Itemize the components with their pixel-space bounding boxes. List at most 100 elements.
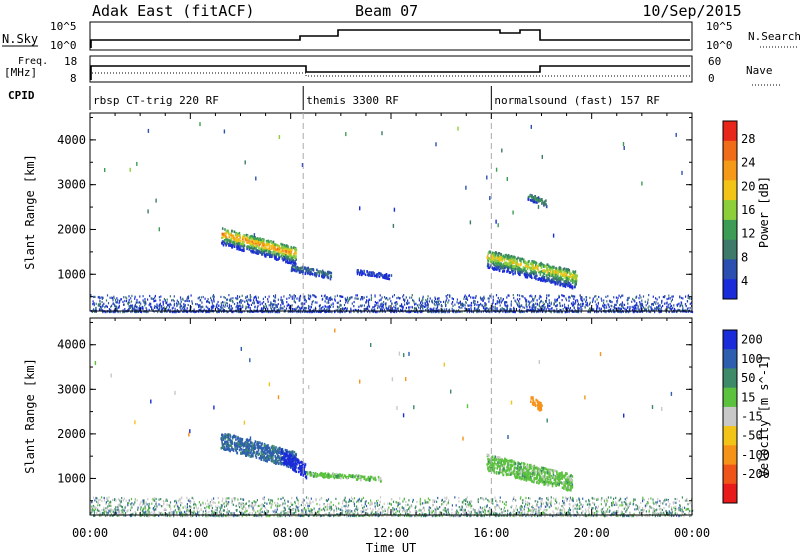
clutter-pixel: [673, 506, 675, 509]
echo-pixel: [286, 244, 288, 247]
echo-pixel: [378, 275, 381, 279]
clutter-pixel: [642, 306, 644, 309]
clutter-pixel: [589, 307, 591, 310]
clutter-pixel: [508, 294, 510, 297]
clutter-pixel: [600, 503, 602, 506]
clutter-pixel: [532, 504, 534, 507]
clutter-pixel: [173, 300, 175, 303]
clutter-pixel: [597, 305, 599, 308]
clutter-pixel: [406, 301, 408, 304]
echo-pixel: [492, 262, 495, 266]
clutter-pixel: [620, 296, 622, 299]
clutter-pixel: [217, 300, 219, 304]
clutter-pixel: [684, 303, 687, 306]
echo-pixel: [286, 260, 288, 263]
clutter-pixel: [372, 309, 374, 312]
power-colorbar-label: Power [dB]: [757, 176, 771, 248]
echo-pixel: [288, 259, 291, 263]
colorbar-swatch: [723, 239, 737, 260]
clutter-pixel: [146, 503, 148, 506]
clutter-pixel: [647, 301, 649, 304]
clutter-pixel: [377, 301, 379, 304]
clutter-pixel: [264, 295, 266, 299]
clutter-pixel: [426, 302, 428, 305]
clutter-pixel: [483, 297, 486, 300]
clutter-pixel: [347, 301, 349, 304]
echo-pixel: [540, 198, 543, 201]
clutter-pixel: [582, 497, 584, 500]
clutter-pixel: [644, 300, 646, 303]
clutter-pixel: [117, 306, 119, 309]
clutter-pixel: [177, 505, 179, 508]
clutter-pixel: [556, 512, 558, 515]
clutter-pixel: [122, 300, 124, 303]
echo-pixel: [315, 273, 318, 277]
clutter-pixel: [586, 304, 588, 307]
clutter-pixel: [484, 510, 486, 513]
clutter-pixel: [596, 311, 598, 314]
clutter-pixel: [422, 302, 424, 305]
echo-pixel: [491, 254, 494, 258]
echo-pixel: [527, 263, 530, 266]
power-pixels: [90, 122, 694, 314]
clutter-pixel: [524, 306, 526, 309]
colorbar-tick-label: 20: [741, 179, 755, 193]
echo-pixel: [534, 195, 537, 198]
colorbar-tick-label: 16: [741, 203, 755, 217]
clutter-pixel: [494, 303, 497, 306]
clutter-pixel: [622, 305, 624, 308]
clutter-pixel: [212, 304, 214, 307]
clutter-pixel: [481, 304, 483, 307]
clutter-pixel: [263, 510, 266, 513]
echo-pixel: [284, 258, 287, 261]
clutter-pixel: [289, 305, 291, 308]
clutter-pixel: [392, 308, 394, 312]
clutter-pixel: [150, 305, 152, 308]
clutter-pixel: [634, 304, 636, 307]
echo-pixel: [366, 270, 368, 273]
clutter-pixel: [663, 302, 666, 305]
echo-pixel: [247, 245, 249, 248]
clutter-pixel: [173, 302, 176, 305]
echo-pixel: [528, 274, 531, 277]
clutter-pixel: [366, 305, 368, 309]
clutter-pixel: [273, 303, 275, 306]
clutter-pixel: [539, 301, 541, 304]
clutter-pixel: [526, 305, 528, 308]
clutter-pixel: [436, 306, 439, 309]
clutter-pixel: [216, 311, 218, 314]
clutter-pixel: [428, 310, 430, 314]
clutter-pixel: [420, 305, 422, 308]
echo-pixel: [523, 268, 525, 271]
clutter-pixel: [161, 505, 163, 508]
clutter-pixel: [464, 294, 466, 297]
clutter-pixel: [348, 514, 350, 518]
echo-pixel: [487, 257, 490, 261]
clutter-pixel: [224, 305, 226, 308]
clutter-pixel: [598, 295, 600, 299]
clutter-pixel: [97, 296, 99, 299]
echo-pixel: [241, 236, 244, 239]
clutter-pixel: [639, 506, 641, 509]
clutter-pixel: [656, 306, 658, 309]
clutter-pixel: [144, 299, 146, 302]
clutter-pixel: [228, 306, 230, 310]
echo-pixel: [526, 267, 529, 271]
clutter-pixel: [670, 506, 673, 509]
clutter-pixel: [370, 294, 372, 297]
echo-pixel: [513, 261, 515, 264]
echo-pixel: [248, 245, 250, 249]
clutter-pixel: [254, 305, 256, 308]
clutter-pixel: [155, 299, 157, 302]
clutter-pixel: [174, 307, 176, 310]
clutter-pixel: [613, 305, 615, 309]
clutter-pixel: [236, 295, 239, 298]
echo-pixel: [230, 239, 233, 243]
clutter-pixel: [139, 301, 141, 304]
clutter-pixel: [423, 506, 425, 509]
echo-pixel: [548, 272, 550, 275]
clutter-pixel: [627, 506, 629, 509]
clutter-pixel: [103, 302, 105, 305]
clutter-pixel: [282, 307, 284, 310]
clutter-pixel: [221, 499, 223, 503]
